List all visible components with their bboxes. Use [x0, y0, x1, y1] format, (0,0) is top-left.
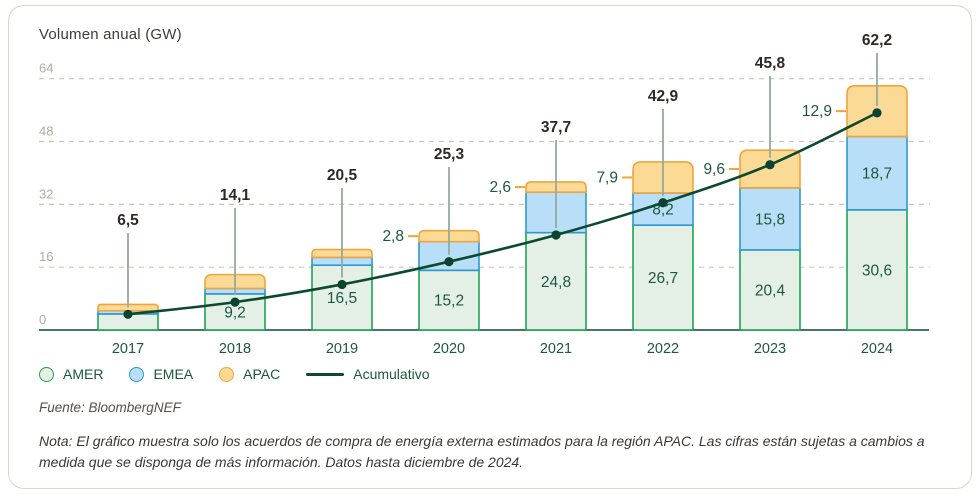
x-axis-label-2024: 2024: [861, 341, 893, 357]
x-axis-label-2020: 2020: [433, 341, 465, 357]
y-tick-label: 0: [39, 312, 46, 327]
acumulativo-dot-2018: [230, 297, 240, 307]
y-tick-label: 48: [39, 124, 53, 139]
legend-item-apac: APAC: [219, 366, 280, 382]
total-label-2019: 20,5: [327, 167, 358, 184]
amer-value-label-2019: 16,5: [327, 290, 357, 307]
legend-item-amer: AMER: [39, 366, 103, 382]
bar-segment-amer-2022: [632, 224, 694, 331]
apac-swatch-icon: [219, 366, 235, 382]
total-label-2021: 37,7: [541, 119, 571, 136]
legend: AMER EMEA APAC Acumulativo: [39, 366, 430, 382]
legend-label-acumulativo: Acumulativo: [353, 366, 430, 382]
bar-segment-emea-2024: [846, 135, 908, 211]
bar-segment-apac-2017: [97, 303, 159, 312]
acumulativo-line: [126, 111, 879, 316]
apac-value-label-2023: 9,6: [703, 161, 725, 178]
amer-value-label-2020: 15,2: [434, 293, 464, 310]
chart-card: Volumen anual (GW) 64 48 32 16 0 9,2 16,5 15,2 2…: [8, 5, 972, 489]
amer-value-label-2018: 9,2: [224, 304, 246, 321]
emea-value-label-2023: 15,8: [755, 211, 785, 228]
legend-label-apac: APAC: [243, 366, 281, 382]
x-axis-label-2017: 2017: [112, 341, 144, 357]
y-tick-label: 16: [39, 249, 53, 264]
emea-value-label-2024: 18,7: [862, 166, 892, 183]
note-text: Nota: El gráfico muestra solo los acuerd…: [39, 433, 925, 470]
total-label-2023: 45,8: [755, 55, 786, 72]
acumulativo-dot-2022: [658, 198, 668, 208]
bar-segment-amer-2021: [525, 231, 587, 331]
bar-segment-amer-2024: [846, 209, 908, 331]
x-axis-label-2018: 2018: [219, 341, 251, 357]
apac-value-label-2024: 12,9: [802, 103, 832, 120]
amer-value-label-2021: 24,8: [541, 274, 571, 291]
total-label-2020: 25,3: [434, 146, 465, 163]
apac-value-label-2022: 7,9: [596, 169, 618, 186]
acumulativo-dot-2019: [337, 279, 347, 290]
y-tick-label: 64: [39, 61, 53, 76]
acumulativo-line-icon: [306, 372, 345, 376]
x-axis-label-2023: 2023: [754, 341, 786, 357]
amer-value-label-2023: 20,4: [755, 282, 786, 299]
apac-value-label-2020: 2,8: [382, 228, 404, 245]
total-label-2022: 42,9: [648, 88, 679, 105]
acumulativo-dot-2017: [123, 309, 133, 319]
acumulativo-dot-2020: [444, 257, 454, 267]
amer-value-label-2022: 26,7: [648, 270, 678, 287]
bar-segment-emea-2023: [739, 187, 801, 251]
y-tick-label: 32: [39, 186, 53, 201]
legend-item-emea: EMEA: [129, 366, 193, 382]
acumulativo-dot-2023: [765, 160, 775, 170]
total-label-2024: 62,2: [862, 32, 892, 49]
x-axis-label-2021: 2021: [540, 341, 572, 357]
apac-value-label-2021: 2,6: [489, 179, 511, 196]
acumulativo-dot-2024: [872, 108, 882, 118]
amer-value-label-2024: 30,6: [862, 262, 892, 279]
legend-label-amer: AMER: [63, 366, 104, 382]
legend-item-acumulativo: Acumulativo: [306, 366, 430, 382]
total-label-2017: 6,5: [117, 212, 139, 229]
total-label-2018: 14,1: [220, 187, 251, 204]
legend-label-emea: EMEA: [153, 366, 194, 382]
source-text: Fuente: BloombergNEF: [39, 400, 181, 415]
bar-segment-amer-2023: [739, 249, 801, 331]
x-axis-label-2022: 2022: [647, 341, 679, 357]
chart-title: Volumen anual (GW): [39, 26, 182, 43]
amer-swatch-icon: [39, 366, 54, 382]
bar-segment-amer-2020: [418, 269, 480, 331]
acumulativo-dot-2021: [551, 230, 561, 240]
emea-swatch-icon: [129, 366, 145, 382]
x-axis-label-2019: 2019: [326, 341, 358, 357]
